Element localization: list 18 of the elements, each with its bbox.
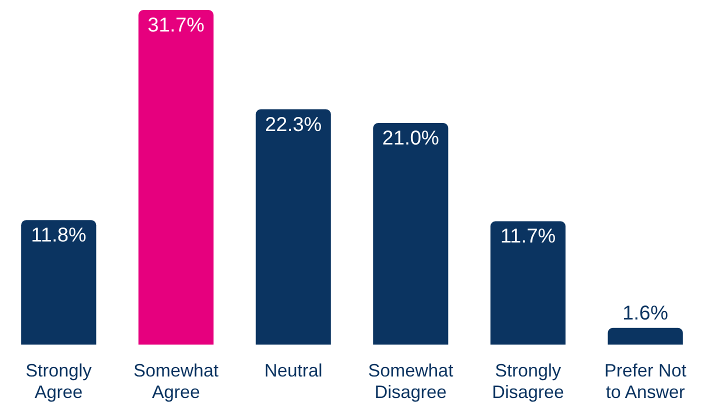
bar [256, 109, 331, 345]
x-tick-label: Neutral [264, 360, 322, 381]
x-tick-label: Somewhat Agree [133, 360, 219, 402]
bar [373, 123, 448, 345]
x-tick-label: Prefer Not to Answer [604, 360, 686, 402]
x-tick-label: Strongly Agree [26, 360, 92, 402]
data-label: 22.3% [264, 114, 322, 136]
bar [21, 220, 96, 345]
data-label: 1.6% [622, 302, 668, 324]
x-tick-label: Somewhat Disagree [368, 360, 454, 402]
data-label: 11.7% [500, 226, 556, 248]
bar [490, 221, 566, 345]
data-label: 11.8% [31, 224, 86, 247]
data-label: 31.7% [148, 14, 205, 37]
bar [138, 10, 214, 345]
bar [608, 328, 683, 345]
data-label: 21.0% [382, 128, 440, 150]
x-tick-label: Strongly Disagree [492, 360, 564, 402]
